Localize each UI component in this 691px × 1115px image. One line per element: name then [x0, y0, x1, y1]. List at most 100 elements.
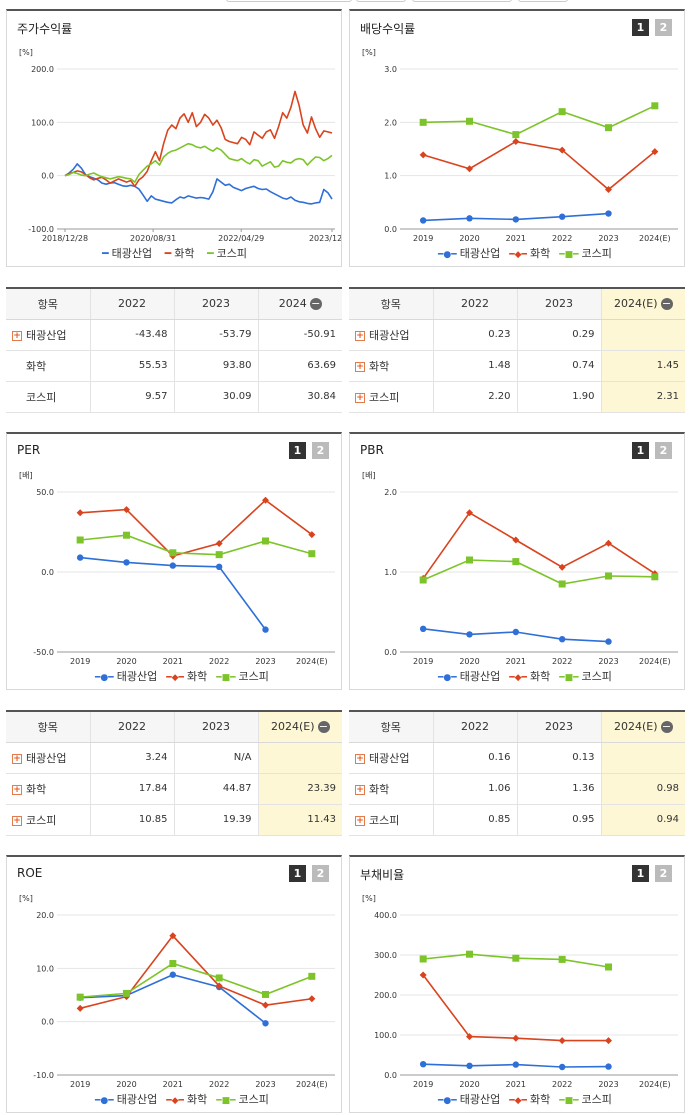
- table-cell: [600, 319, 685, 351]
- series-line: [80, 534, 313, 556]
- series-line: [422, 511, 656, 579]
- y-tick-label: 100.0: [374, 1031, 397, 1040]
- legend-marker: ━●━: [95, 1096, 114, 1106]
- data-point: [605, 210, 612, 217]
- collapse-icon[interactable]: −: [660, 297, 673, 311]
- x-tick-label: 2020: [459, 657, 479, 666]
- data-point: [76, 1004, 84, 1012]
- data-point: [419, 955, 427, 963]
- table-row: + 화학 1.48 0.74 1.45: [349, 350, 685, 382]
- x-tick-label: 2021: [506, 1080, 526, 1089]
- panel-title: 배당수익률: [360, 22, 416, 36]
- expand-icon[interactable]: +: [355, 784, 365, 795]
- table-cell: 3.24: [89, 742, 174, 774]
- row-name: 화학: [26, 782, 47, 796]
- data-point: [76, 509, 84, 517]
- table-header: 2023: [516, 711, 601, 743]
- legend-taegwang: 태광산업: [111, 247, 153, 260]
- x-tick-label: 2020: [459, 1080, 479, 1089]
- legend-marker: ━◆━: [509, 250, 527, 260]
- unit-label: [%]: [362, 894, 376, 903]
- legend-label: 태광산업: [459, 670, 501, 683]
- expand-icon[interactable]: +: [355, 753, 365, 764]
- expand-icon[interactable]: +: [355, 392, 365, 403]
- toolbar-button[interactable]: [356, 0, 406, 2]
- expand-icon[interactable]: +: [12, 330, 22, 341]
- table-cell: 1.45: [600, 350, 685, 382]
- table-cell: 0.23: [432, 319, 517, 351]
- data-point: [466, 631, 473, 638]
- view-2-button[interactable]: 2: [312, 442, 329, 459]
- collapse-icon[interactable]: −: [660, 720, 673, 734]
- legend-marker: ━●━: [438, 1096, 457, 1106]
- expand-icon[interactable]: +: [12, 784, 22, 795]
- collapse-icon[interactable]: −: [317, 720, 330, 734]
- row-label: + 코스피: [349, 804, 433, 836]
- table-row: + 화학 17.84 44.87 23.39: [6, 773, 342, 805]
- x-tick-label: 2024(E): [639, 234, 671, 243]
- collapse-icon[interactable]: −: [309, 297, 322, 311]
- chart-legend: ━●━ 태광산업 ━◆━ 화학 ━■━ 코스피: [95, 1091, 272, 1107]
- data-point: [76, 536, 84, 544]
- x-tick-label: 2021: [163, 657, 183, 666]
- toolbar-button[interactable]: [412, 0, 512, 2]
- data-point: [605, 1063, 612, 1070]
- table-header: 2023: [173, 711, 258, 743]
- table-cell: N/A: [173, 742, 258, 774]
- y-tick-label: 0.0: [384, 648, 397, 657]
- toolbar-button[interactable]: [518, 0, 568, 2]
- header-label: 2023: [202, 297, 230, 311]
- y-tick-label: 400.0: [374, 911, 397, 920]
- view-1-button[interactable]: 1: [632, 865, 649, 882]
- data-point: [466, 165, 473, 173]
- legend-label: 화학: [186, 670, 208, 683]
- y-tick-label: 3.0: [384, 65, 397, 74]
- table-row: + 코스피 2.20 1.90 2.31: [349, 381, 685, 413]
- table-row: + 태광산업 -43.48 -53.79 -50.91: [6, 319, 342, 351]
- expand-icon[interactable]: +: [12, 753, 22, 764]
- table-cell: 0.95: [516, 804, 601, 836]
- expand-icon[interactable]: +: [355, 330, 365, 341]
- data-point: [215, 539, 223, 547]
- table-header: 항목: [349, 711, 433, 743]
- expand-icon[interactable]: +: [355, 361, 365, 372]
- header-label: 항목: [37, 720, 58, 734]
- table-row: 화학 55.53 93.80 63.69: [6, 350, 342, 382]
- x-tick-label: 2018/12/28: [42, 234, 88, 243]
- y-tick-label: 0.0: [384, 1071, 397, 1080]
- data-point: [123, 506, 130, 514]
- row-name: 코스피: [26, 813, 57, 827]
- y-tick-label: 20.0: [36, 911, 54, 920]
- view-1-button[interactable]: 1: [289, 865, 306, 882]
- table-cell: 9.57: [89, 381, 174, 413]
- table-cell: 10.85: [89, 804, 174, 836]
- data-point: [558, 636, 566, 643]
- table-header: 2023: [516, 288, 601, 320]
- header-label: 2024(E): [613, 720, 658, 734]
- view-1-button[interactable]: 1: [632, 19, 649, 36]
- expand-icon[interactable]: +: [355, 815, 365, 826]
- data-point: [605, 124, 612, 132]
- expand-icon[interactable]: +: [12, 815, 22, 826]
- pbr-panel: PBR 1 2 [배] 2.0 1.0 0.0 2019 2020 2021 2022 2023…: [349, 432, 685, 690]
- view-2-button[interactable]: 2: [655, 865, 672, 882]
- data-point: [605, 572, 612, 580]
- view-2-button[interactable]: 2: [655, 442, 672, 459]
- view-2-button[interactable]: 2: [312, 865, 329, 882]
- series-line: [64, 142, 333, 183]
- x-tick-label: 2024(E): [296, 657, 328, 666]
- data-point: [419, 151, 427, 159]
- view-1-button[interactable]: 1: [632, 442, 649, 459]
- view-1-button[interactable]: 1: [289, 442, 306, 459]
- legend-kospi: 코스피: [216, 247, 247, 260]
- data-point: [308, 531, 316, 539]
- data-point: [215, 563, 223, 571]
- legend-label: 코스피: [581, 1093, 612, 1106]
- data-point: [308, 550, 316, 558]
- view-2-button[interactable]: 2: [655, 19, 672, 36]
- row-label: + 태광산업: [6, 319, 90, 351]
- chart-legend: ━●━ 태광산업 ━◆━ 화학 ━■━ 코스피: [438, 668, 615, 684]
- legend-label: 태광산업: [116, 670, 158, 683]
- data-point: [419, 576, 427, 584]
- toolbar-button[interactable]: [226, 0, 352, 2]
